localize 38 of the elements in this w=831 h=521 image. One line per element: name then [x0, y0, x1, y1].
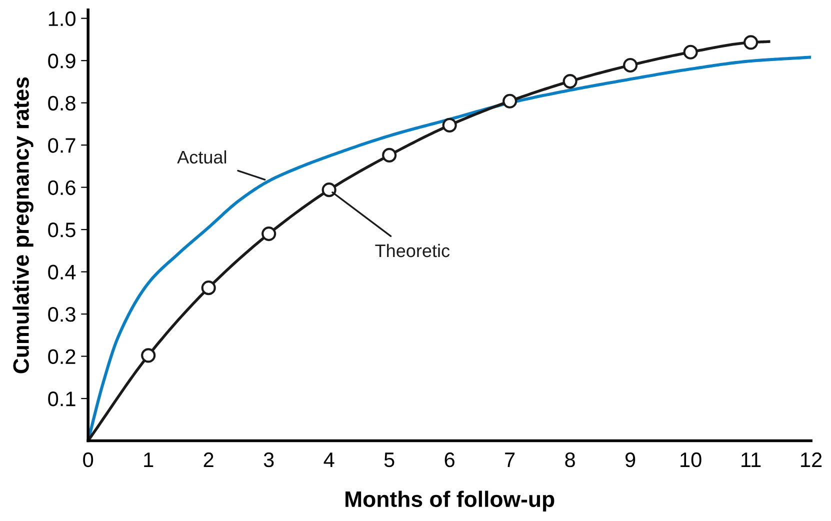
- x-tick-label: 6: [444, 452, 454, 468]
- point: [322, 182, 336, 198]
- y-tick-label: 0.6: [48, 180, 76, 196]
- point: [201, 280, 216, 296]
- text: Actual: [177, 150, 226, 164]
- y-tick-label: 0.2: [48, 349, 76, 364]
- point: [442, 118, 457, 133]
- x-tick-label: 9: [625, 452, 636, 468]
- point: [382, 148, 397, 163]
- y-tick-label: 0.8: [48, 96, 76, 111]
- text: Theoretic: [375, 244, 450, 258]
- x-tick-label: 3: [264, 452, 274, 468]
- x-tick-label: 7: [505, 452, 515, 467]
- point: [683, 44, 698, 60]
- x-tick-label: 8: [565, 452, 575, 468]
- y-tick-label: 0.3: [48, 307, 76, 322]
- point: [744, 35, 758, 50]
- y-tick-label: 1.0: [48, 11, 76, 26]
- y-tick-label: 0.1: [48, 392, 76, 406]
- point: [562, 74, 578, 89]
- x-tick-label: 4: [324, 452, 334, 467]
- point: [141, 348, 156, 363]
- point: [502, 94, 518, 108]
- x-tick-label: 1: [144, 452, 154, 467]
- y-tick-label: 0.7: [48, 138, 76, 153]
- x-tick-label: 5: [384, 452, 394, 468]
- x-tick-label: 10: [680, 452, 702, 468]
- y-axis-title: Cumulative pregnancy rates: [12, 77, 34, 374]
- x-tick-label: 2: [204, 452, 214, 467]
- x-axis-title: Months of follow-up: [346, 490, 554, 512]
- x-tick-label: 12: [801, 452, 822, 467]
- point: [262, 226, 276, 242]
- y-tick-label: 0.4: [48, 264, 76, 280]
- y-tick-label: 0.9: [48, 54, 76, 68]
- y-tick-label: 0.5: [48, 222, 76, 238]
- point: [623, 58, 638, 73]
- x-tick-label: 11: [742, 452, 761, 467]
- x-tick-label: 0: [83, 452, 94, 468]
